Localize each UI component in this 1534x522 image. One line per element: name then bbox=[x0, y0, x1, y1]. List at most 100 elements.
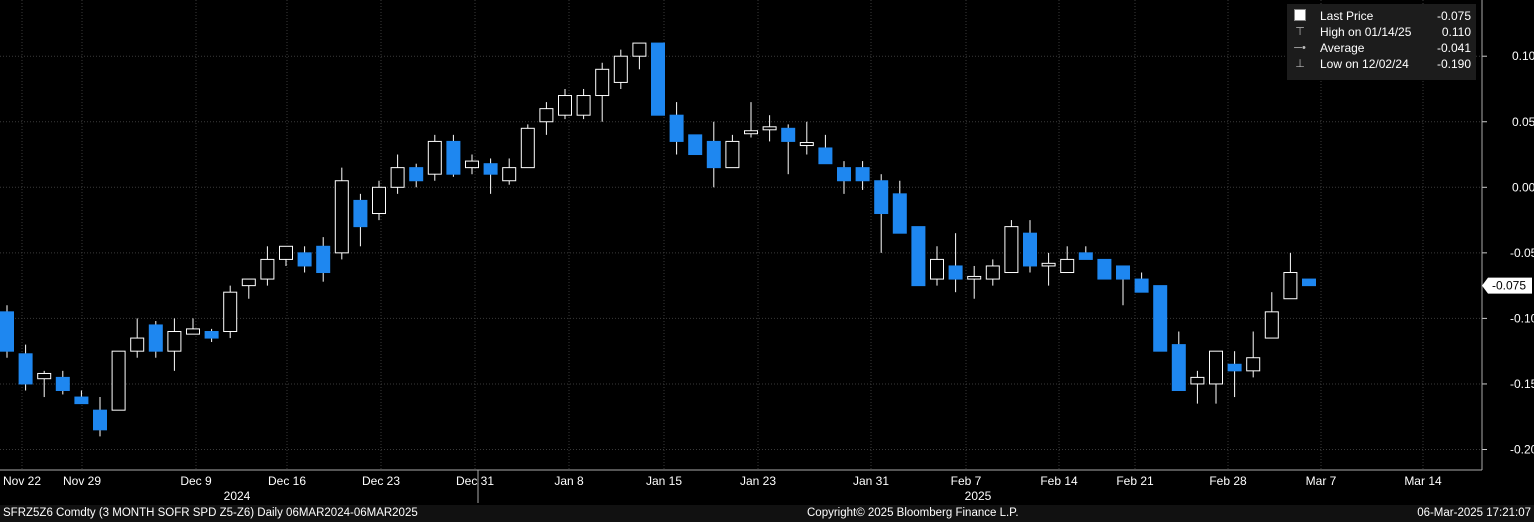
y-tick-label: -0.050 bbox=[1510, 246, 1534, 260]
candle bbox=[744, 102, 758, 138]
legend: Last Price -0.075 ⊤ High on 01/14/25 0.1… bbox=[1287, 4, 1476, 80]
candle bbox=[1264, 292, 1279, 339]
candle bbox=[688, 134, 703, 156]
candle bbox=[1209, 350, 1223, 404]
candle-body-up bbox=[985, 265, 1000, 280]
candle bbox=[297, 246, 312, 273]
candle-body-down bbox=[353, 199, 368, 228]
footer-bar: SFRZ5Z6 Comdty (3 MONTH SOFR SPD Z5-Z6) … bbox=[0, 505, 1534, 522]
x-tick-label: Feb 28 bbox=[1209, 474, 1247, 488]
candle-body-up bbox=[372, 186, 386, 215]
candle bbox=[1302, 278, 1316, 287]
y-tick-label: -0.150 bbox=[1510, 377, 1534, 391]
legend-label: High on 01/14/25 bbox=[1320, 25, 1412, 39]
x-tick-label: Dec 23 bbox=[362, 474, 400, 488]
candle-body-up bbox=[967, 275, 982, 280]
legend-value: -0.041 bbox=[1436, 41, 1471, 55]
x-tick-label: Jan 23 bbox=[740, 474, 776, 488]
candle bbox=[781, 124, 796, 175]
candle-body-down bbox=[74, 396, 89, 405]
low-icon: ⊥ bbox=[1295, 58, 1305, 70]
candle-body-up bbox=[930, 258, 944, 280]
candle bbox=[520, 124, 535, 169]
candle-body-up bbox=[427, 140, 442, 175]
x-tick-label: Feb 7 bbox=[951, 474, 982, 488]
candle-body-up bbox=[390, 167, 405, 188]
candle bbox=[279, 245, 293, 266]
legend-value: -0.190 bbox=[1436, 57, 1471, 71]
candle-body-up bbox=[334, 180, 349, 254]
candle bbox=[390, 154, 405, 194]
candle bbox=[985, 259, 1000, 286]
candle-body-down bbox=[1116, 265, 1130, 280]
legend-row-last-price: Last Price -0.075 bbox=[1287, 8, 1476, 24]
x-tick-label: Mar 7 bbox=[1306, 474, 1337, 488]
candle-body-up bbox=[595, 68, 610, 97]
candle bbox=[725, 134, 740, 169]
candle bbox=[1190, 370, 1205, 404]
candle bbox=[1116, 265, 1130, 306]
candle bbox=[558, 88, 572, 120]
candle bbox=[613, 49, 628, 89]
candle-body-down bbox=[204, 331, 219, 339]
candle-body-down bbox=[855, 167, 870, 182]
candle-body-up bbox=[260, 258, 275, 280]
x-tick-label: Dec 31 bbox=[456, 474, 494, 488]
legend-row-low: ⊥ Low on 12/02/24 -0.190 bbox=[1287, 56, 1476, 72]
candle-body-down bbox=[446, 140, 461, 175]
candle-body-down bbox=[669, 114, 684, 142]
candle bbox=[651, 42, 665, 116]
candle-body-up bbox=[539, 108, 554, 123]
candle-body-down bbox=[148, 324, 163, 352]
candle-body-down bbox=[1023, 232, 1037, 267]
candle bbox=[539, 102, 554, 135]
candle bbox=[465, 154, 479, 175]
candle-body-down bbox=[1227, 363, 1242, 372]
candle bbox=[799, 121, 814, 155]
y-tick-label: -0.200 bbox=[1510, 443, 1534, 457]
candle-body-up bbox=[558, 95, 572, 116]
x-tick-label: Nov 22 bbox=[3, 474, 41, 488]
candle bbox=[706, 121, 721, 188]
candle-body-down bbox=[706, 140, 721, 169]
grid bbox=[0, 0, 1482, 470]
x-axis: Nov 22 Nov 29 Dec 9 Dec 16 Dec 23 Dec 31 Jan 8… bbox=[0, 469, 1482, 503]
timestamp: 06-Mar-2025 17:21:07 bbox=[1417, 507, 1531, 519]
y-tick-label: 0.050 bbox=[1512, 115, 1534, 129]
candles bbox=[0, 42, 1316, 437]
year-label: 2024 bbox=[224, 489, 251, 503]
candle-body-down bbox=[837, 167, 851, 182]
candle bbox=[483, 158, 498, 194]
candle bbox=[595, 62, 610, 122]
candle bbox=[1004, 220, 1019, 274]
x-tick-label: Feb 21 bbox=[1116, 474, 1154, 488]
x-tick-label: Nov 29 bbox=[63, 474, 101, 488]
candle bbox=[855, 161, 870, 190]
candle bbox=[948, 233, 963, 293]
candle bbox=[930, 246, 944, 286]
candle-body-up bbox=[130, 337, 145, 352]
x-tick-label: Mar 14 bbox=[1404, 474, 1442, 488]
candle bbox=[260, 246, 275, 286]
candle-body-up bbox=[167, 331, 182, 352]
candle bbox=[1153, 285, 1168, 352]
copyright: Copyright© 2025 Bloomberg Finance L.P. bbox=[807, 507, 1019, 519]
last-value-tag bbox=[1482, 277, 1532, 294]
candle bbox=[1078, 246, 1093, 260]
x-tick-label: Feb 14 bbox=[1040, 474, 1078, 488]
candle bbox=[1283, 252, 1298, 300]
y-tick-label: -0.100 bbox=[1510, 311, 1534, 325]
candle bbox=[223, 285, 238, 339]
candle bbox=[446, 134, 461, 177]
candle bbox=[55, 370, 70, 395]
y-tick-label: 0.100 bbox=[1512, 49, 1534, 63]
candle bbox=[1134, 272, 1149, 293]
candle-body-down bbox=[93, 409, 107, 431]
candle-body-down bbox=[297, 252, 312, 267]
candle bbox=[148, 321, 163, 358]
square-icon bbox=[1293, 9, 1307, 23]
candle bbox=[1227, 351, 1242, 398]
candle-body-up bbox=[613, 55, 628, 83]
ticker-description: SFRZ5Z6 Comdty (3 MONTH SOFR SPD Z5-Z6) … bbox=[3, 507, 418, 519]
candle-body-down bbox=[1134, 278, 1149, 293]
